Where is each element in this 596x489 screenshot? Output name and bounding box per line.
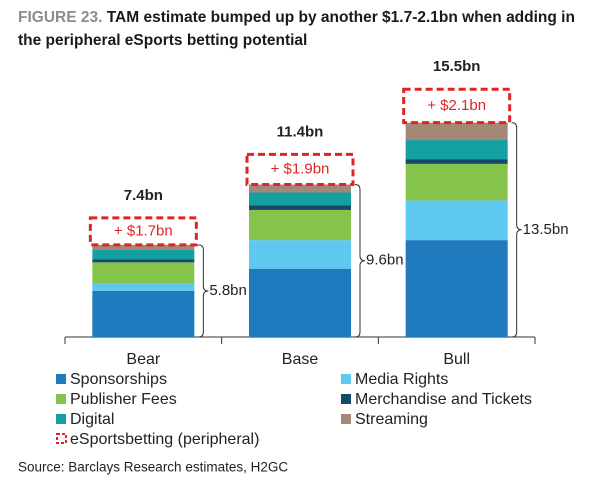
legend-swatch <box>56 433 67 444</box>
bar-segment <box>405 140 508 160</box>
legend-swatch <box>56 394 66 404</box>
legend-label: Media Rights <box>355 371 448 388</box>
bar-segment <box>405 122 508 141</box>
bracket <box>198 244 209 338</box>
peripheral-label: + $1.9bn <box>271 160 330 177</box>
bracket <box>354 184 366 338</box>
legend-label: Publisher Fees <box>70 391 177 408</box>
peripheral-label: + $2.1bn <box>427 97 486 114</box>
bar-segment <box>92 290 195 337</box>
legend-label: Streaming <box>355 411 428 428</box>
legend-swatch <box>341 414 351 424</box>
legend-swatch <box>56 414 66 424</box>
x-tick-label: Bear <box>126 351 160 368</box>
legend-label: Digital <box>70 411 114 428</box>
bar-segment <box>249 240 351 269</box>
x-tick-label: Bull <box>443 351 470 368</box>
bar-segment <box>249 268 351 337</box>
bar-segment <box>92 244 195 250</box>
bracket <box>511 122 522 338</box>
total-label: 11.4bn <box>277 123 324 140</box>
legend-label: eSportsbetting (peripheral) <box>70 431 259 448</box>
bar-segment <box>405 159 508 164</box>
total-label: 15.5bn <box>433 58 481 75</box>
source: Source: Barclays Research estimates, H2G… <box>18 460 288 475</box>
bar-segment <box>405 240 508 337</box>
core-label: 5.8bn <box>209 282 247 299</box>
legend-label: Merchandise and Tickets <box>355 391 532 408</box>
bar-segment <box>405 163 508 201</box>
peripheral-box <box>402 87 512 125</box>
bar-segment <box>92 259 195 263</box>
legend-label: Sponsorships <box>70 371 167 388</box>
bar-segment <box>92 262 195 283</box>
x-tick-label: Base <box>282 351 319 368</box>
bar-segment <box>92 283 195 291</box>
bar-segment <box>249 209 351 241</box>
bar-segment <box>249 184 351 193</box>
figure-label: FIGURE 23. <box>18 9 103 26</box>
chart-title: TAM estimate bumped up by another $1.7-2… <box>18 9 575 49</box>
core-label: 13.5bn <box>523 221 569 238</box>
legend-swatch <box>341 394 351 404</box>
total-label: 7.4bn <box>124 187 163 204</box>
legend-swatch <box>341 374 351 384</box>
peripheral-label: + $1.7bn <box>114 222 173 239</box>
chart-title-block: FIGURE 23. TAM estimate bumped up by ano… <box>18 6 588 52</box>
core-label: 9.6bn <box>366 252 404 269</box>
bar-segment <box>249 205 351 210</box>
legend-swatch <box>56 374 66 384</box>
bar-segment <box>249 192 351 206</box>
bar-segment <box>405 200 508 241</box>
peripheral-box <box>245 152 355 187</box>
bar-segment <box>92 249 195 260</box>
